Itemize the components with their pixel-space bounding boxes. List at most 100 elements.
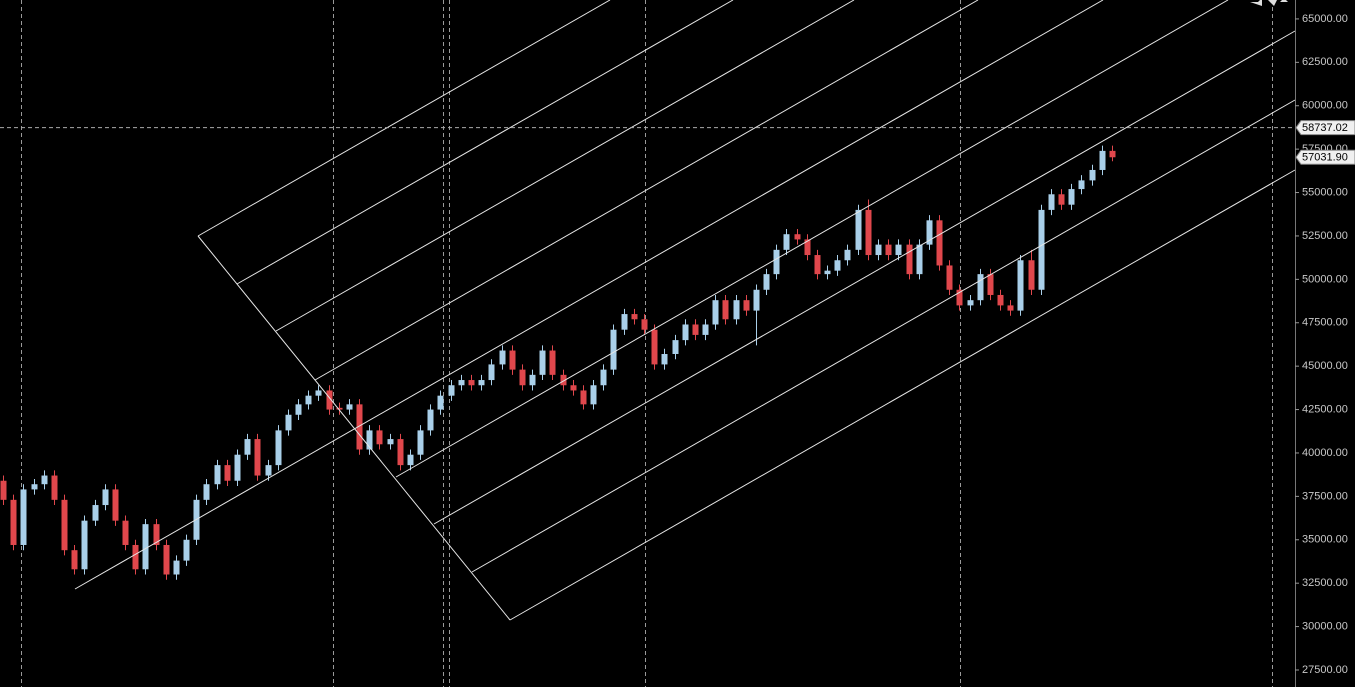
candle-body xyxy=(763,274,770,290)
candle-body xyxy=(234,454,241,481)
y-tick-label: 35000.00 xyxy=(1302,534,1348,546)
channel-line xyxy=(236,0,734,285)
candle-body xyxy=(1058,194,1065,205)
candle-body xyxy=(275,430,282,466)
channel-line xyxy=(395,0,1229,478)
candle-body xyxy=(1038,209,1045,290)
candle-body xyxy=(31,484,38,490)
candle-body xyxy=(366,430,373,450)
channel-line xyxy=(509,169,1296,621)
candle-body xyxy=(651,329,658,365)
candle-body xyxy=(437,395,444,410)
candle-body xyxy=(122,520,129,545)
candle-body xyxy=(824,270,831,275)
candle-body xyxy=(214,465,221,485)
toolbar-icon[interactable] xyxy=(1250,0,1288,6)
candle-body xyxy=(967,300,974,306)
candle-body xyxy=(600,369,607,386)
crosshair-price-box xyxy=(1295,120,1355,136)
candle-body xyxy=(590,385,597,405)
y-tick-label: 50000.00 xyxy=(1302,273,1348,285)
candle-body xyxy=(1089,169,1096,181)
candle-body xyxy=(712,300,719,325)
candle-body xyxy=(0,480,7,500)
candle-body xyxy=(926,220,933,245)
candle-body xyxy=(610,329,617,370)
y-tick-label: 45000.00 xyxy=(1302,360,1348,372)
candle-body xyxy=(1028,260,1035,290)
y-tick-label: 27500.00 xyxy=(1302,664,1348,676)
candle-body xyxy=(285,414,292,431)
candle-body xyxy=(661,354,668,365)
last-price-label: 57031.90 xyxy=(1302,152,1348,164)
candle-body xyxy=(885,244,892,256)
candle-body xyxy=(906,244,913,275)
candle-body xyxy=(407,454,414,466)
candle-body xyxy=(509,350,516,370)
candle-body xyxy=(529,374,536,386)
channel-line xyxy=(197,0,611,237)
candle-body xyxy=(448,385,455,396)
candle-body xyxy=(20,489,27,545)
crosshair-price-label: 58737.02 xyxy=(1302,122,1348,134)
candle-body xyxy=(672,340,679,355)
candle-body xyxy=(956,289,963,306)
candle-body xyxy=(1078,180,1085,190)
candle-body xyxy=(102,489,109,506)
candle-body xyxy=(203,484,210,500)
candle-body xyxy=(1017,260,1024,311)
candle-body xyxy=(702,324,709,335)
candle-body xyxy=(173,560,180,575)
candle-body xyxy=(631,314,638,320)
y-tick-label: 42500.00 xyxy=(1302,403,1348,415)
candle-body xyxy=(81,520,88,570)
candle-body xyxy=(580,390,587,405)
candle-body xyxy=(244,439,251,455)
candle-body xyxy=(61,499,68,551)
y-tick-label: 37500.00 xyxy=(1302,490,1348,502)
candle-body xyxy=(71,550,78,570)
candle-body xyxy=(112,489,119,521)
candle-body xyxy=(1048,194,1055,210)
last-price-box xyxy=(1295,149,1355,165)
candle-body xyxy=(265,465,272,476)
candle-body xyxy=(916,244,923,275)
candle-body xyxy=(458,380,465,386)
candle-body xyxy=(783,234,790,250)
channel-line xyxy=(275,0,855,332)
y-tick-label: 30000.00 xyxy=(1302,620,1348,632)
candle-body xyxy=(682,324,689,341)
candle-body xyxy=(560,374,567,386)
y-tick-label: 65000.00 xyxy=(1302,13,1348,25)
candle-body xyxy=(51,475,58,500)
candle-body xyxy=(814,255,821,275)
candle-body xyxy=(478,380,485,386)
candle-body xyxy=(1099,150,1106,170)
channel-line xyxy=(471,99,1296,573)
candle-body xyxy=(346,404,353,410)
candle-body xyxy=(621,314,628,330)
channel-base-line xyxy=(197,235,511,621)
candle-body xyxy=(855,209,862,250)
fib-channel xyxy=(74,0,1296,621)
candle-body xyxy=(875,244,882,256)
candle-body xyxy=(722,300,729,320)
candle-body xyxy=(183,539,190,561)
candle-body xyxy=(539,350,546,375)
candle-body xyxy=(468,380,475,386)
scroll-icon[interactable] xyxy=(1250,0,1288,6)
candle-body xyxy=(387,439,394,445)
candle-body xyxy=(254,439,261,476)
channel-line xyxy=(314,0,979,381)
candle-body xyxy=(356,404,363,450)
candle-body xyxy=(865,209,872,256)
candle-body xyxy=(804,239,811,256)
y-tick-label: 40000.00 xyxy=(1302,447,1348,459)
candle-body xyxy=(1109,150,1116,158)
candle-body xyxy=(315,390,322,396)
candle-body xyxy=(142,524,149,570)
candle-body xyxy=(692,324,699,335)
candle-body xyxy=(936,220,943,266)
candle-body xyxy=(794,234,801,240)
candle-body xyxy=(305,395,312,405)
